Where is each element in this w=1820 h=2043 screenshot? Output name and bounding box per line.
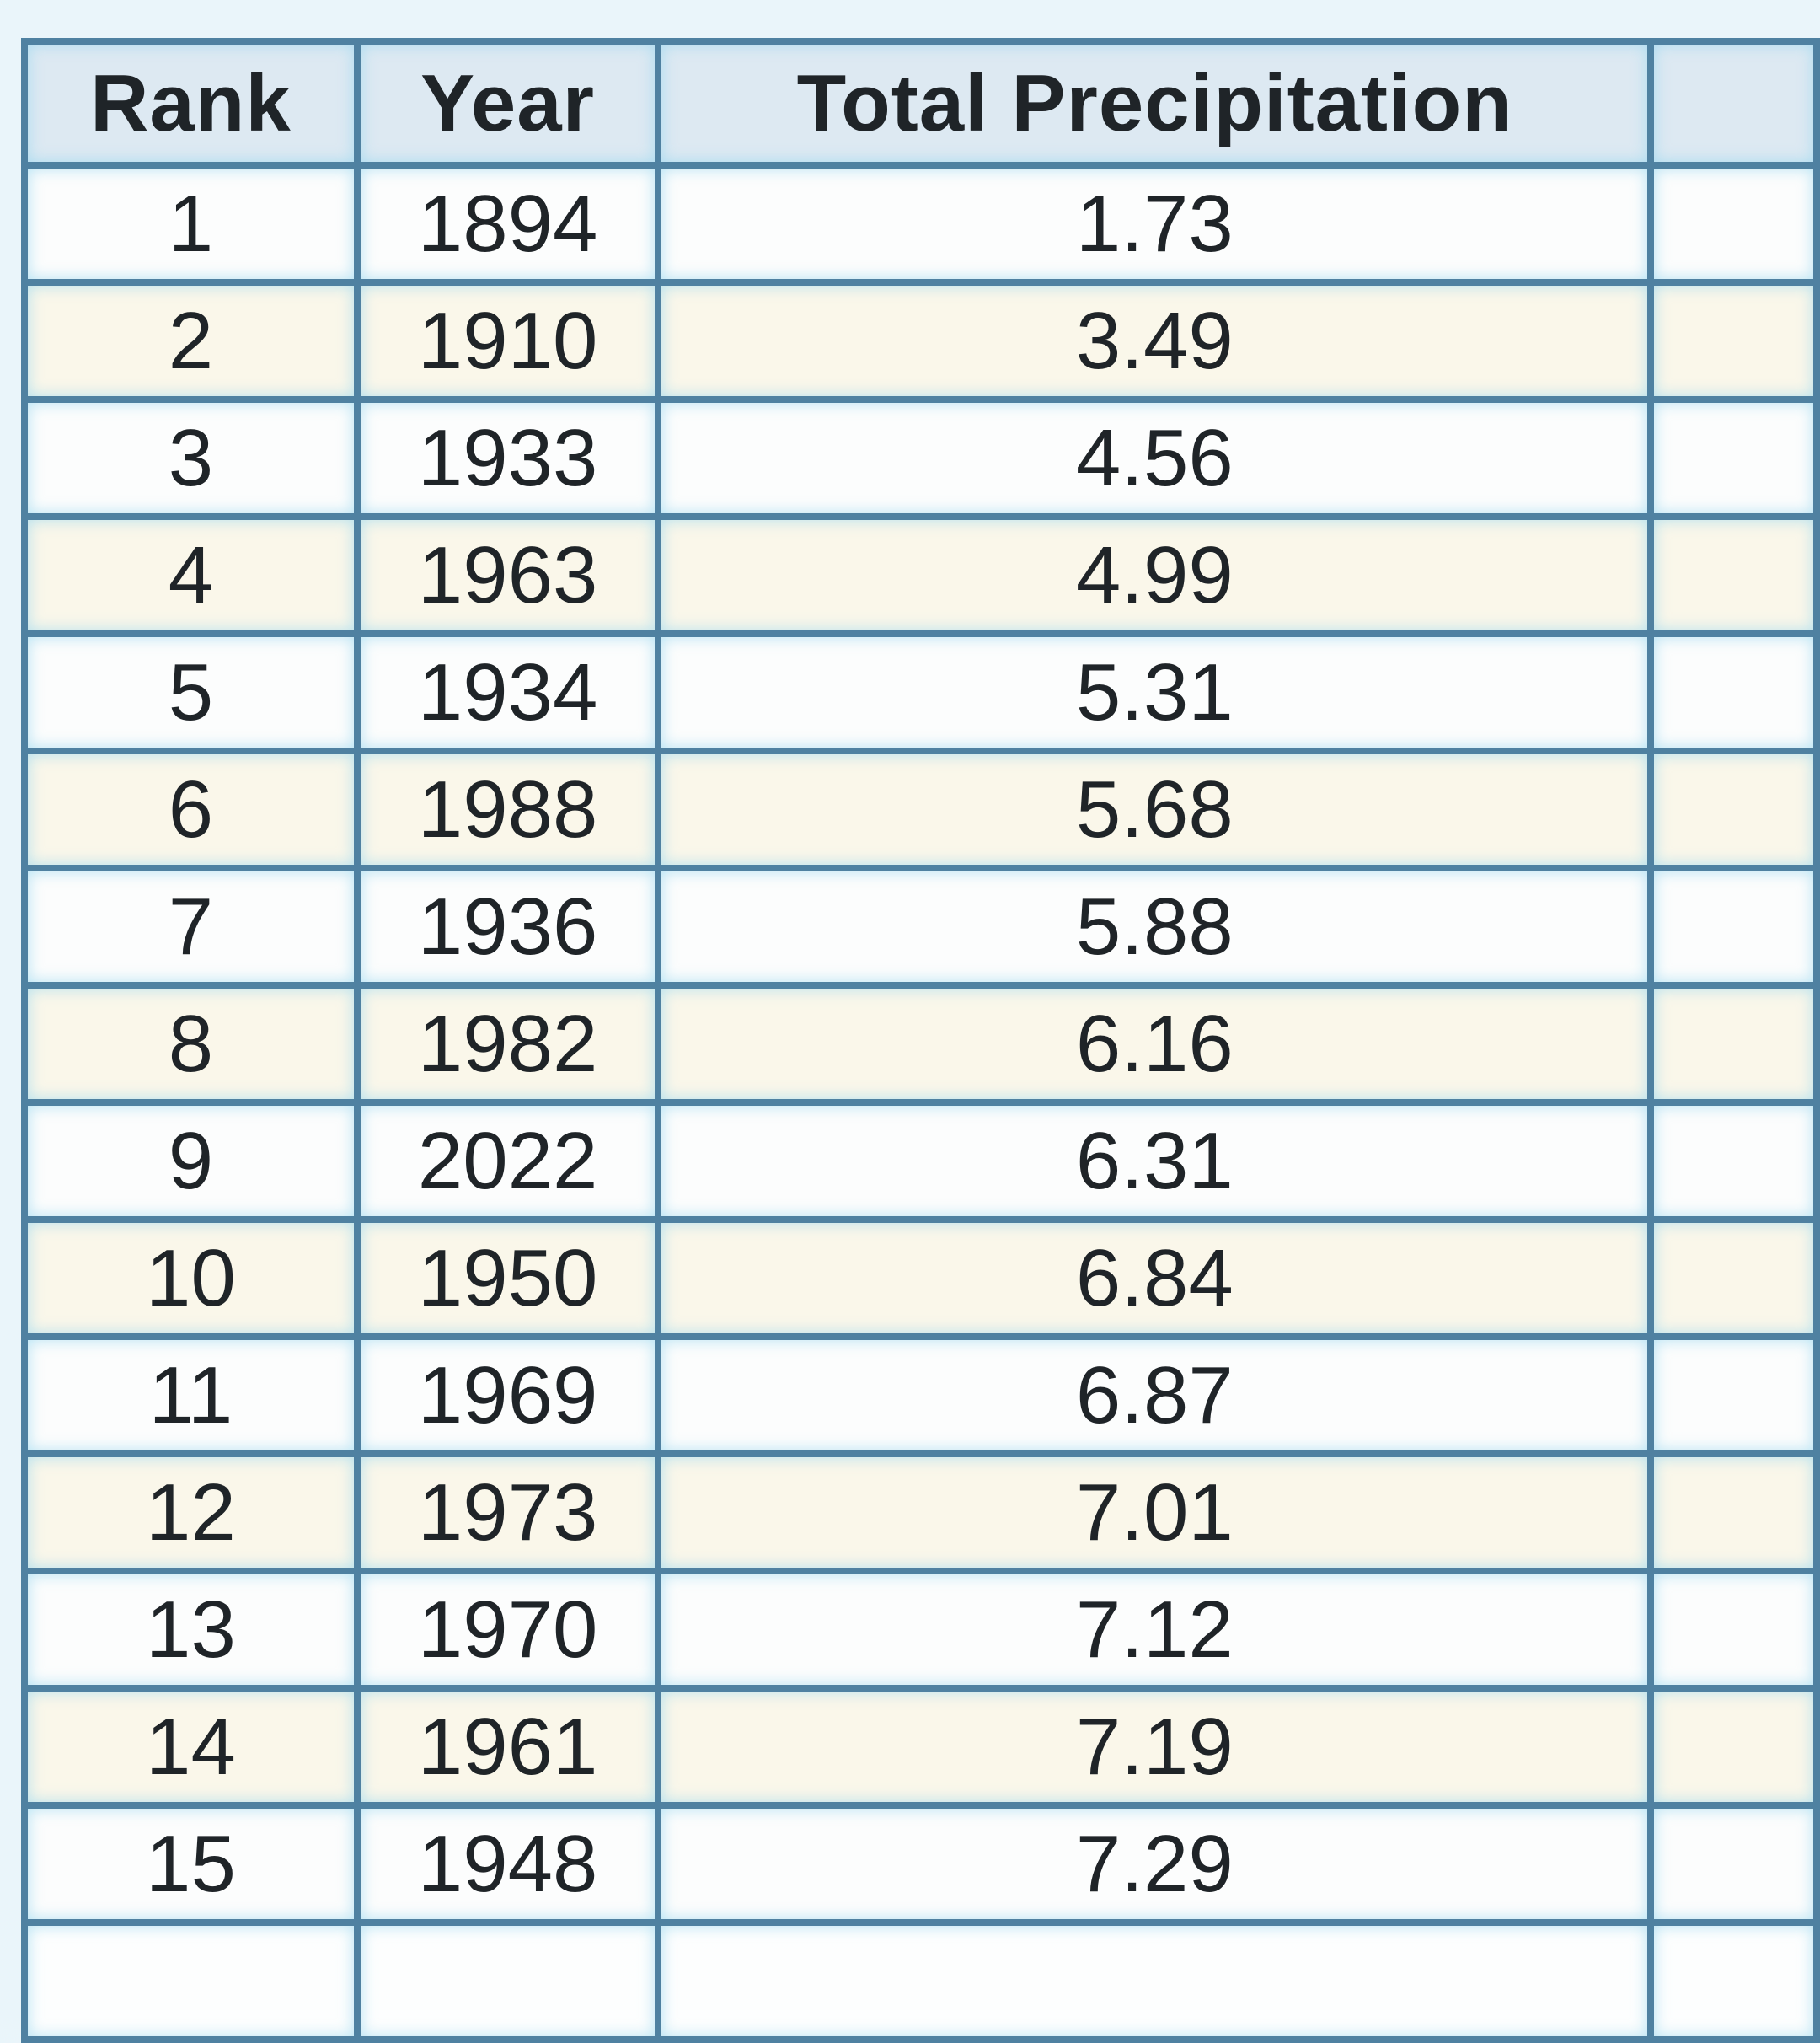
precipitation-cell: 5.31 [655,630,1655,754]
clipped-cell [1647,1919,1820,2043]
page-background: Rank Year Total Precipitation 1 1894 1.7… [21,38,1820,2043]
rank-cell: 15 [21,1802,361,1926]
rank-cell: 14 [21,1685,361,1809]
rank-cell: 7 [21,865,361,989]
rank-cell: 4 [21,513,361,637]
precipitation-cell: 6.84 [655,1216,1655,1340]
year-cell [353,1919,662,2043]
precipitation-rank-table: Rank Year Total Precipitation 1 1894 1.7… [21,38,1820,2043]
year-cell: 1934 [353,630,662,754]
rank-cell: 1 [21,162,361,286]
precipitation-cell: 7.12 [655,1568,1655,1692]
clipped-cell [1647,982,1820,1106]
year-cell: 1948 [353,1802,662,1926]
table-row: 1 1894 1.73 [21,162,1820,286]
clipped-cell [1647,865,1820,989]
rank-cell: 10 [21,1216,361,1340]
precipitation-cell: 6.16 [655,982,1655,1106]
table-row: 15 1948 7.29 [21,1802,1820,1926]
clipped-cell [1647,1685,1820,1809]
precipitation-cell: 7.19 [655,1685,1655,1809]
clipped-cell [1647,1099,1820,1223]
year-cell: 2022 [353,1099,662,1223]
precipitation-cell: 4.56 [655,396,1655,520]
precipitation-cell: 4.99 [655,513,1655,637]
rank-cell: 11 [21,1333,361,1457]
table-row: 9 2022 6.31 [21,1099,1820,1223]
clipped-cell [1647,1216,1820,1340]
table-row: 7 1936 5.88 [21,865,1820,989]
precipitation-cell: 5.68 [655,748,1655,871]
clipped-cell [1647,748,1820,871]
year-cell: 1982 [353,982,662,1106]
rank-cell [21,1919,361,2043]
precipitation-cell: 3.49 [655,279,1655,403]
table-row-partial [21,1919,1820,2043]
header-row: Rank Year Total Precipitation [21,38,1820,169]
year-cell: 1933 [353,396,662,520]
table-row: 8 1982 6.16 [21,982,1820,1106]
clipped-cell [1647,1802,1820,1926]
clipped-cell [1647,1450,1820,1574]
table-row: 6 1988 5.68 [21,748,1820,871]
precipitation-cell [655,1919,1655,2043]
rank-cell: 13 [21,1568,361,1692]
clipped-cell [1647,279,1820,403]
clipped-cell [1647,162,1820,286]
clipped-cell [1647,513,1820,637]
table-row: 2 1910 3.49 [21,279,1820,403]
table-row: 14 1961 7.19 [21,1685,1820,1809]
table-header: Rank Year Total Precipitation [21,38,1820,169]
table-body: 1 1894 1.73 2 1910 3.49 3 1933 4.56 4 19… [21,162,1820,2043]
rank-cell: 8 [21,982,361,1106]
rank-cell: 2 [21,279,361,403]
table-row: 10 1950 6.84 [21,1216,1820,1340]
table-row: 13 1970 7.12 [21,1568,1820,1692]
year-cell: 1988 [353,748,662,871]
precipitation-cell: 1.73 [655,162,1655,286]
table-row: 12 1973 7.01 [21,1450,1820,1574]
rank-cell: 6 [21,748,361,871]
clipped-cell [1647,1333,1820,1457]
precipitation-cell: 7.01 [655,1450,1655,1574]
table-row: 4 1963 4.99 [21,513,1820,637]
precipitation-cell: 7.29 [655,1802,1655,1926]
table-row: 5 1934 5.31 [21,630,1820,754]
precipitation-cell: 6.87 [655,1333,1655,1457]
column-header-rank: Rank [21,38,361,169]
table-row: 11 1969 6.87 [21,1333,1820,1457]
year-cell: 1894 [353,162,662,286]
rank-cell: 12 [21,1450,361,1574]
precipitation-cell: 6.31 [655,1099,1655,1223]
table-row: 3 1933 4.56 [21,396,1820,520]
rank-cell: 3 [21,396,361,520]
year-cell: 1969 [353,1333,662,1457]
year-cell: 1950 [353,1216,662,1340]
year-cell: 1973 [353,1450,662,1574]
column-header-clipped [1647,38,1820,169]
year-cell: 1910 [353,279,662,403]
year-cell: 1970 [353,1568,662,1692]
year-cell: 1961 [353,1685,662,1809]
rank-cell: 9 [21,1099,361,1223]
column-header-total-precipitation: Total Precipitation [655,38,1655,169]
precipitation-cell: 5.88 [655,865,1655,989]
clipped-cell [1647,396,1820,520]
clipped-cell [1647,1568,1820,1692]
year-cell: 1963 [353,513,662,637]
rank-cell: 5 [21,630,361,754]
column-header-year: Year [353,38,662,169]
year-cell: 1936 [353,865,662,989]
clipped-cell [1647,630,1820,754]
